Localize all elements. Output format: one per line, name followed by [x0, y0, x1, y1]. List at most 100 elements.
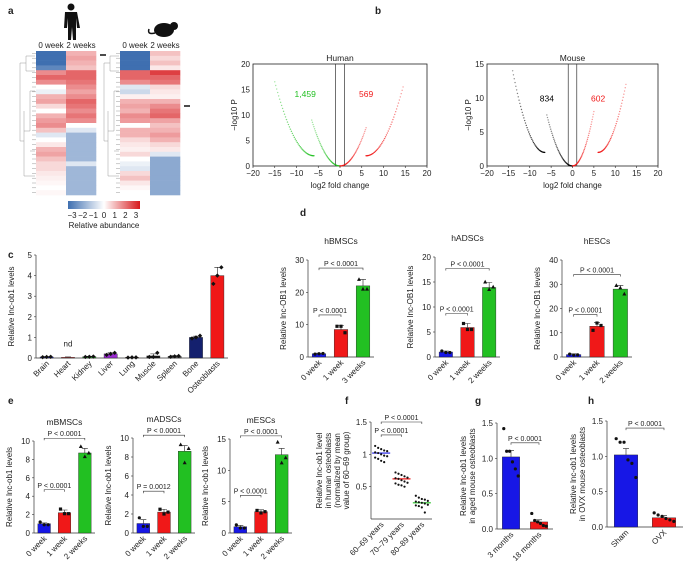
volcano-plot-mouse: 834 602 Mouse −20 −15 −10 −5 0 5 10 15 20 0 5 10 15 log2…: [464, 53, 663, 190]
y-tick-label: 6: [125, 472, 130, 481]
plot-frame: [486, 63, 659, 167]
y-tick-label: 1: [28, 333, 33, 342]
bar: [61, 357, 75, 359]
y-axis-label: −log10 P: [464, 99, 473, 131]
heatmap-cell: [36, 70, 67, 76]
heatmap-cell: [150, 175, 181, 181]
data-point: [517, 96, 519, 98]
heatmap-cell: [66, 84, 97, 90]
data-point: [374, 150, 377, 153]
y-tick-label: 8: [125, 453, 130, 462]
data-point: [530, 511, 534, 516]
y-tick-label: 0: [125, 529, 130, 538]
y-axis-label: Relative lnc-OB1 levels: [533, 267, 542, 350]
y-axis-label: Relative lnc-ob1 level: [315, 432, 324, 508]
x-tick-label: 0: [338, 169, 343, 178]
data-point: [630, 461, 634, 465]
heatmap-cell: [120, 103, 151, 109]
x-tick-label: Muscle: [133, 359, 158, 384]
y-tick-label: 15: [475, 60, 484, 69]
data-point: [314, 130, 316, 132]
data-point: [535, 145, 537, 147]
heatmap-cell: [150, 94, 181, 100]
data-point: [548, 123, 551, 126]
data-point: [279, 101, 282, 104]
data-point: [531, 140, 534, 142]
y-tick-label: 0: [26, 529, 31, 538]
data-point: [323, 150, 325, 152]
x-tick-label: −5: [547, 169, 557, 178]
data-point: [304, 151, 306, 153]
data-point: [555, 145, 558, 147]
data-point: [553, 138, 555, 140]
bar: [355, 285, 371, 358]
data-point-diamond: [91, 354, 96, 359]
heatmap-cell: [66, 127, 97, 133]
significance-bracket: [143, 434, 185, 438]
y-tick-label: 15: [422, 278, 431, 287]
data-point: [417, 496, 420, 499]
heatmap-cell: [36, 51, 67, 57]
data-point: [377, 147, 379, 150]
error-bar: [486, 282, 493, 288]
heatmap-cell: [66, 171, 97, 177]
data-point: [589, 125, 592, 128]
data-point: [583, 150, 585, 152]
volcano-plot-human: 1,459 569 Human −20 −15 −10 −5 0 5 10 15 20 0 5 10 15 20…: [230, 53, 432, 190]
data-point: [582, 151, 584, 154]
data-point-diamond: [215, 273, 220, 278]
data-point: [621, 102, 623, 104]
data-point: [383, 460, 386, 464]
data-point: [572, 353, 576, 357]
heatmap-cell: [36, 118, 67, 124]
heatmap-cell: [36, 166, 67, 172]
heatmap-cell: [36, 108, 67, 114]
y-tick-label: 15: [241, 86, 250, 95]
y-tick-label: 1: [363, 450, 368, 459]
x-tick-label: −10: [523, 169, 537, 178]
data-point-triangle: [275, 439, 280, 444]
y-tick-label: 0: [480, 162, 485, 171]
data-point: [592, 116, 594, 118]
data-point: [387, 130, 389, 132]
data-point: [668, 518, 672, 522]
data-point: [374, 456, 377, 459]
data-point: [414, 494, 417, 497]
annotation: nd: [64, 340, 73, 349]
p-value-label: P < 0.0001: [244, 429, 278, 436]
data-point: [546, 116, 549, 119]
data-point: [400, 479, 403, 482]
heatmap-cell: [150, 190, 181, 196]
significance-bracket: [318, 267, 364, 271]
data-point: [557, 148, 559, 150]
data-point: [634, 475, 638, 480]
data-point: [420, 501, 423, 504]
x-tick-label: −15: [502, 169, 516, 178]
colorbar-tick: −1: [89, 211, 99, 220]
heatmap-cell: [66, 60, 97, 66]
data-point-diamond: [125, 355, 131, 360]
y-tick-label: 5: [28, 251, 33, 260]
heatmap-cell: [66, 51, 97, 57]
heatmap-cell: [120, 94, 151, 100]
data-point: [554, 142, 556, 144]
y-tick-label: 15: [217, 435, 226, 444]
data-point: [522, 114, 524, 116]
count-label: 569: [359, 89, 373, 99]
y-tick-label: 1.5: [356, 418, 368, 427]
chart-panel-13: 0.0 0.5 1.0 1.5 Sham OVX P < 0.0001 Relative ln…: [569, 417, 683, 549]
data-point: [276, 91, 279, 94]
data-point: [618, 440, 622, 444]
data-point: [315, 132, 317, 134]
y-tick-label: 10: [295, 321, 304, 330]
chart-title: hESCs: [584, 236, 610, 246]
x-tick-label: 5: [360, 169, 365, 178]
data-point: [520, 108, 523, 111]
data-point: [390, 123, 392, 126]
heatmap-cell: [120, 84, 151, 90]
data-point: [300, 147, 302, 149]
data-point: [377, 446, 380, 449]
heatmap-cell: [66, 142, 97, 148]
data-point: [278, 98, 281, 100]
